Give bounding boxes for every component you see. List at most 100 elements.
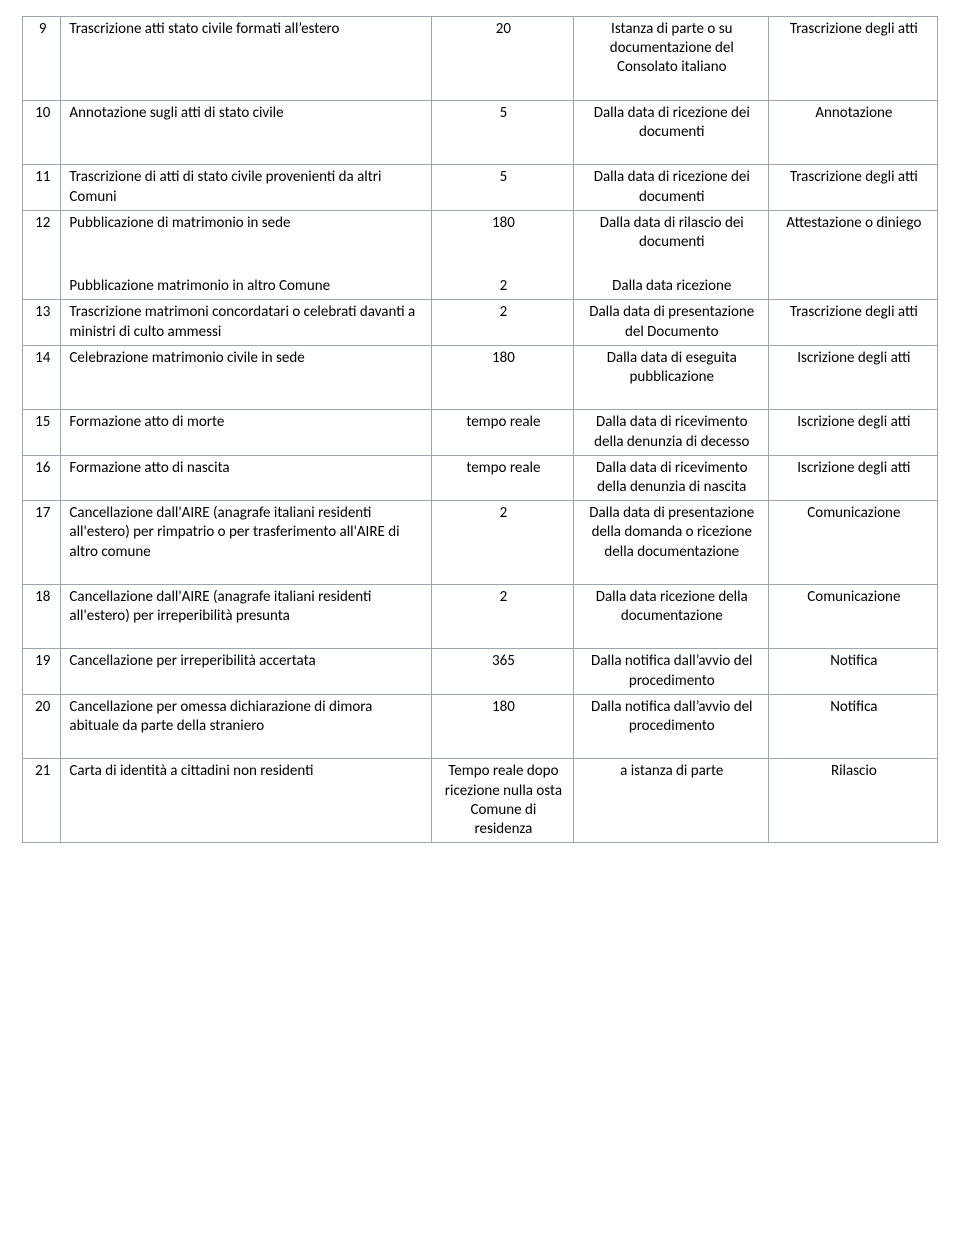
row-output: Iscrizione degli atti <box>768 410 937 455</box>
spacer-cell <box>61 255 432 274</box>
procedures-table: 9Trascrizione atti stato civile formati … <box>22 16 938 843</box>
row-days: 20 <box>432 17 574 81</box>
row-output: Iscrizione degli atti <box>768 345 937 410</box>
row-from: Dalla data ricezione della documentazion… <box>573 584 768 629</box>
row-output: Annotazione <box>768 100 937 165</box>
spacer-cell <box>61 739 432 759</box>
row-days: 365 <box>432 649 574 694</box>
row-from: Dalla notifica dall’avvio del procedimen… <box>573 649 768 694</box>
page: 9Trascrizione atti stato civile formati … <box>0 0 960 883</box>
row-number: 21 <box>23 759 61 843</box>
spacer-cell <box>573 390 768 410</box>
row-days: 180 <box>432 345 574 390</box>
row-output: Attestazione o diniego <box>768 210 937 300</box>
spacer-cell <box>61 145 432 165</box>
row-days: 180 <box>432 210 574 255</box>
spacer-cell <box>432 255 574 274</box>
table-row: 21Carta di identità a cittadini non resi… <box>23 759 938 843</box>
row-days: 2 <box>432 584 574 629</box>
row-number: 20 <box>23 694 61 759</box>
row-number: 19 <box>23 649 61 694</box>
spacer-cell <box>573 145 768 165</box>
row-output: Trascrizione degli atti <box>768 165 937 210</box>
row-from: Dalla data di eseguita pubblicazione <box>573 345 768 390</box>
row-description: Cancellazione dall'AIRE (anagrafe italia… <box>61 501 432 565</box>
row-output: Trascrizione degli atti <box>768 17 937 101</box>
row-days: Tempo reale dopo ricezione nulla osta Co… <box>432 759 574 843</box>
table-row: 19Cancellazione per irreperibilità accer… <box>23 649 938 694</box>
row-number: 16 <box>23 455 61 500</box>
row-description: Annotazione sugli atti di stato civile <box>61 100 432 145</box>
row-description: Trascrizione atti stato civile formati a… <box>61 17 432 81</box>
row-output: Notifica <box>768 649 937 694</box>
table-row: 12Pubblicazione di matrimonio in sede180… <box>23 210 938 255</box>
spacer-cell <box>432 629 574 649</box>
row-description: Cancellazione per omessa dichiarazione d… <box>61 694 432 739</box>
row-number: 15 <box>23 410 61 455</box>
row-days: 2 <box>432 300 574 345</box>
row-from: Dalla data di ricezione dei documenti <box>573 165 768 210</box>
table-row: 16Formazione atto di nascitatempo realeD… <box>23 455 938 500</box>
spacer-cell <box>432 739 574 759</box>
row-description: Celebrazione matrimonio civile in sede <box>61 345 432 390</box>
row-description: Trascrizione matrimoni concordatari o ce… <box>61 300 432 345</box>
spacer-cell <box>61 629 432 649</box>
row-from: Dalla data di ricezione dei documenti <box>573 100 768 145</box>
row-days: tempo reale <box>432 455 574 500</box>
row-output: Iscrizione degli atti <box>768 455 937 500</box>
row-output: Comunicazione <box>768 501 937 585</box>
row-from: Dalla data di ricevimento della denunzia… <box>573 455 768 500</box>
row-days: 5 <box>432 165 574 210</box>
row-number: 14 <box>23 345 61 410</box>
row-description: Carta di identità a cittadini non reside… <box>61 759 432 843</box>
row-from: Dalla notifica dall’avvio del procedimen… <box>573 694 768 739</box>
row-number: 17 <box>23 501 61 585</box>
row-number: 13 <box>23 300 61 345</box>
spacer-cell <box>573 739 768 759</box>
table-row: 15Formazione atto di mortetempo realeDal… <box>23 410 938 455</box>
spacer-cell <box>432 565 574 585</box>
spacer-cell <box>573 81 768 101</box>
row-days: 180 <box>432 694 574 739</box>
spacer-cell <box>61 565 432 585</box>
row-description: Cancellazione per irreperibilità accerta… <box>61 649 432 694</box>
table-row: 10Annotazione sugli atti di stato civile… <box>23 100 938 145</box>
row-from: Dalla data di rilascio dei documenti <box>573 210 768 255</box>
row-number: 10 <box>23 100 61 165</box>
row-output: Notifica <box>768 694 937 759</box>
table-row: 20Cancellazione per omessa dichiarazione… <box>23 694 938 739</box>
row-output: Rilascio <box>768 759 937 843</box>
row-description: Formazione atto di morte <box>61 410 432 455</box>
row-from: Istanza di parte o su documentazione del… <box>573 17 768 81</box>
row-from: Dalla data di presentazione della domand… <box>573 501 768 565</box>
row-description: Pubblicazione di matrimonio in sede <box>61 210 432 255</box>
spacer-cell <box>573 565 768 585</box>
spacer-cell <box>432 81 574 101</box>
table-row: 17Cancellazione dall'AIRE (anagrafe ital… <box>23 501 938 565</box>
row-description: Pubblicazione matrimonio in altro Comune <box>61 274 432 300</box>
row-days: tempo reale <box>432 410 574 455</box>
row-days: 2 <box>432 501 574 565</box>
row-output: Comunicazione <box>768 584 937 649</box>
row-number: 11 <box>23 165 61 210</box>
row-from: Dalla data ricezione <box>573 274 768 300</box>
table-row: 18Cancellazione dall'AIRE (anagrafe ital… <box>23 584 938 629</box>
row-description: Cancellazione dall'AIRE (anagrafe italia… <box>61 584 432 629</box>
row-description: Formazione atto di nascita <box>61 455 432 500</box>
spacer-cell <box>432 390 574 410</box>
spacer-cell <box>432 145 574 165</box>
table-row: 13Trascrizione matrimoni concordatari o … <box>23 300 938 345</box>
spacer-cell <box>573 629 768 649</box>
row-from: Dalla data di presentazione del Document… <box>573 300 768 345</box>
row-number: 18 <box>23 584 61 649</box>
spacer-cell <box>61 81 432 101</box>
table-row: 14Celebrazione matrimonio civile in sede… <box>23 345 938 390</box>
row-description: Trascrizione di atti di stato civile pro… <box>61 165 432 210</box>
spacer-cell <box>573 255 768 274</box>
table-row: 11Trascrizione di atti di stato civile p… <box>23 165 938 210</box>
row-number: 9 <box>23 17 61 101</box>
row-output: Trascrizione degli atti <box>768 300 937 345</box>
row-from: Dalla data di ricevimento della denunzia… <box>573 410 768 455</box>
row-days: 5 <box>432 100 574 145</box>
row-days: 2 <box>432 274 574 300</box>
